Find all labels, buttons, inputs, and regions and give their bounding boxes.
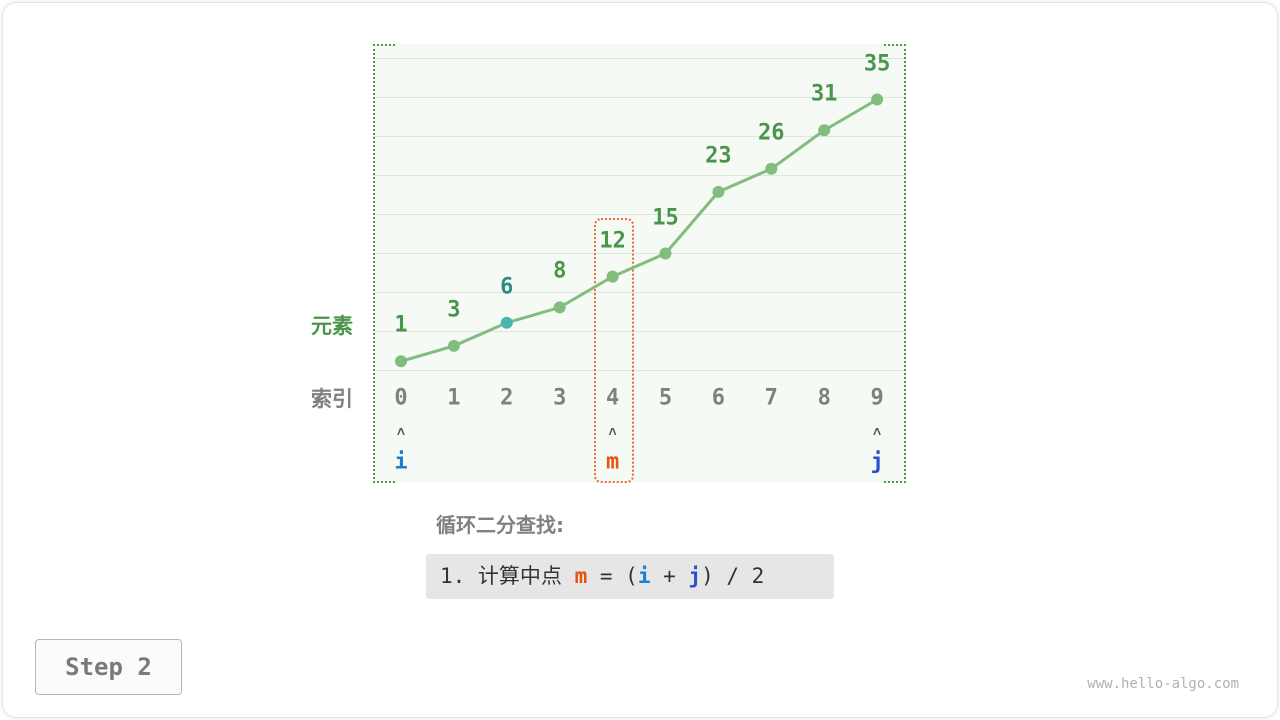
series-line <box>400 98 878 363</box>
value-label: 15 <box>652 205 679 230</box>
data-point <box>606 270 619 283</box>
gridline <box>373 331 906 332</box>
pointer-i: i <box>394 449 408 475</box>
gridline <box>373 175 906 176</box>
value-label: 1 <box>394 312 408 338</box>
right-bracket <box>884 44 906 483</box>
data-point <box>712 185 725 198</box>
gridline <box>373 253 906 254</box>
value-label: 26 <box>758 120 785 146</box>
code-plus: + <box>650 564 689 588</box>
data-point <box>447 339 460 352</box>
gridline <box>373 97 906 98</box>
index-tick: 5 <box>658 385 673 411</box>
data-point <box>765 162 778 175</box>
watermark: www.hello-algo.com <box>1087 676 1239 692</box>
gridline <box>373 370 906 371</box>
gridline <box>373 214 906 215</box>
mid-highlight-box <box>594 218 634 483</box>
index-tick: 4 <box>605 385 620 411</box>
pointer-arrow-icon: ˄ <box>608 424 617 441</box>
value-label: 23 <box>705 143 732 169</box>
gridline <box>373 292 906 293</box>
gridline <box>373 136 906 137</box>
pointer-j: j <box>870 449 884 475</box>
value-label: 3 <box>447 297 461 323</box>
value-label: 8 <box>553 258 567 284</box>
left-bracket <box>373 44 395 483</box>
data-point <box>395 355 407 368</box>
value-label: 35 <box>863 51 891 76</box>
index-tick: 1 <box>447 385 461 411</box>
algorithm-title: 循环二分查找: <box>436 513 564 537</box>
data-point <box>659 247 672 260</box>
gridline <box>373 58 906 59</box>
index-tick: 3 <box>553 385 567 411</box>
element-label: 元素 <box>311 314 353 338</box>
index-tick: 9 <box>870 385 884 411</box>
index-tick: 8 <box>817 385 831 411</box>
index-tick: 6 <box>711 385 726 411</box>
data-point <box>500 316 513 329</box>
value-label: 6 <box>500 274 514 300</box>
code-j: j <box>688 564 702 588</box>
value-label: 31 <box>810 81 838 107</box>
value-label: 12 <box>599 228 626 254</box>
index-tick: 2 <box>500 385 514 411</box>
code-m: m <box>574 564 588 588</box>
code-suffix: ) / 2 <box>701 564 765 588</box>
pointer-m: m <box>605 449 620 475</box>
data-point <box>553 301 566 314</box>
pointer-arrow-icon: ˄ <box>872 424 882 441</box>
data-point <box>871 93 884 106</box>
data-point <box>818 124 831 137</box>
step-button[interactable]: Step 2 <box>35 639 182 695</box>
index-label: 索引 <box>311 387 353 411</box>
code-eq: = ( <box>587 564 638 588</box>
code-prefix: 1. 计算中点 <box>440 564 575 588</box>
pointer-arrow-icon: ˄ <box>396 424 406 441</box>
index-tick: 0 <box>394 385 408 411</box>
index-tick: 7 <box>764 385 778 411</box>
code-step: 1. 计算中点 m = (i + j) / 2 <box>426 554 834 599</box>
code-i: i <box>637 564 651 588</box>
